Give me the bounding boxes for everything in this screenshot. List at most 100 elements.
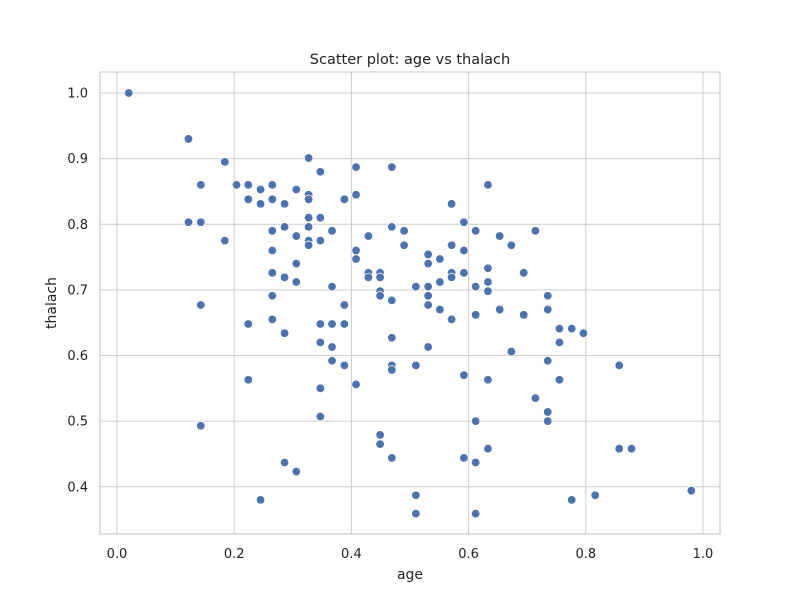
data-point [518,268,529,278]
data-point [339,360,350,371]
y-tick-label: 1.0 [67,87,88,102]
data-point [387,295,397,306]
data-point [543,416,553,426]
data-point [243,319,253,329]
data-point [315,212,326,223]
data-point [387,453,397,463]
data-point [255,495,266,505]
data-point [291,277,302,287]
data-point [543,304,553,315]
data-point [339,319,350,329]
data-point [279,222,290,232]
data-point [459,453,469,463]
x-tick-label: 0.4 [341,547,362,562]
data-point [196,217,206,227]
data-point [470,310,481,320]
data-point [267,314,277,325]
data-point [446,272,457,283]
x-tick-label: 1.0 [693,547,714,562]
data-point [554,323,565,334]
data-point [423,249,433,260]
y-tick-label: 0.6 [67,349,88,364]
data-point [506,240,517,250]
data-point [470,281,481,292]
data-point [387,365,397,375]
data-point [567,323,577,334]
data-point [470,508,481,519]
data-point [279,272,290,283]
grid [100,72,720,534]
x-tick-labels: 0.0 0.2 0.4 0.6 0.8 1.0 [107,547,714,562]
data-point [327,342,337,352]
x-tick-label: 0.8 [575,547,596,562]
data-point [411,360,421,371]
data-point [196,300,206,310]
data-point [315,167,326,177]
data-point [494,304,505,315]
data-point [315,235,326,246]
data-point [483,443,493,454]
data-point [351,254,361,264]
data-point [183,217,194,227]
y-tick-label: 0.5 [67,415,88,430]
data-point [279,328,290,338]
data-point [530,226,541,236]
data-point [423,258,433,269]
data-point [303,212,314,223]
data-point [124,88,134,98]
data-point [303,240,314,250]
data-point [363,231,374,241]
data-point [375,291,385,301]
chart-title: Scatter plot: age vs thalach [310,52,510,68]
data-point [411,508,421,519]
x-axis-label: age [397,567,423,583]
data-point [494,231,505,241]
data-point [267,291,277,301]
data-point [387,222,397,232]
data-point [315,337,326,348]
data-point [351,162,361,172]
data-point [315,411,326,422]
data-point [686,485,696,496]
data-point [411,490,421,500]
data-point [543,407,553,417]
data-point [446,314,457,325]
data-point [351,245,361,256]
data-point [255,184,266,195]
data-point [483,375,493,385]
data-point [459,217,469,227]
data-point [183,134,194,144]
data-point [267,226,277,236]
data-point [303,194,314,205]
data-point [387,162,397,172]
data-point [470,457,481,468]
data-point [267,245,277,256]
y-axis-label: thalach [44,277,60,329]
data-point [435,254,445,264]
data-point [315,319,326,329]
data-point [196,180,206,190]
data-point [351,379,361,390]
data-point [279,199,290,209]
data-point [303,153,314,163]
data-point [470,416,481,426]
data-point [387,333,397,343]
data-point [303,222,314,232]
x-tick-label: 0.6 [458,547,479,562]
data-point [315,383,326,394]
plot-area-frame [99,71,721,535]
data-point [291,184,302,195]
data-point [327,226,337,236]
data-point [543,356,553,366]
data-point [423,300,433,310]
data-point [279,457,290,468]
data-point [446,199,457,209]
data-point [483,277,493,287]
data-point [567,495,577,505]
data-point [327,356,337,366]
data-point [470,226,481,236]
data-point [327,281,337,292]
data-point [255,199,266,209]
data-point [423,281,433,292]
data-point [530,393,541,403]
